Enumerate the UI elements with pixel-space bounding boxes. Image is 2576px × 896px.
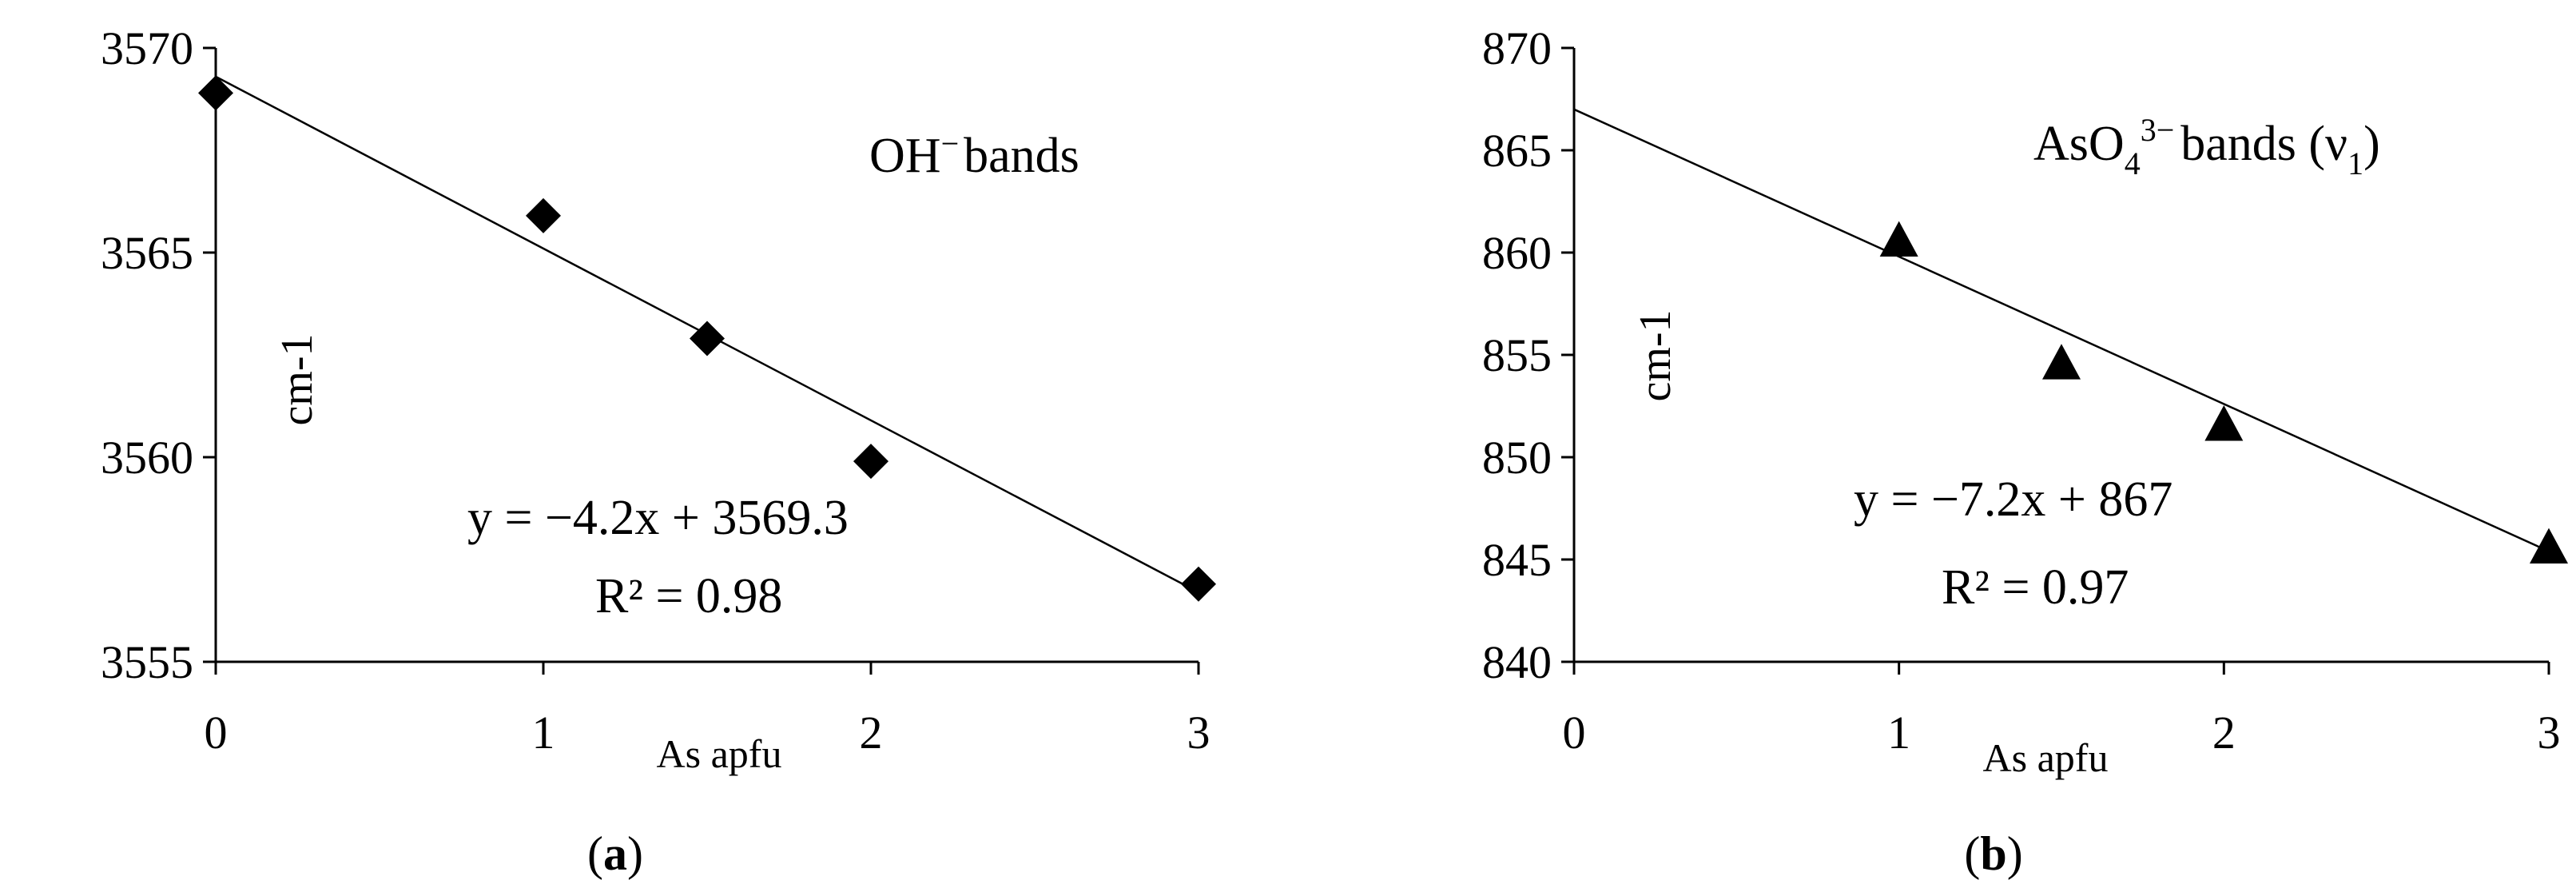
chart-a-y-ticks: 3555 3560 3565 3570 xyxy=(101,22,216,688)
chart-b-points xyxy=(1879,221,2568,564)
chart-a-x-tick-label-0: 0 xyxy=(205,707,228,759)
chart-b-y-tick-label-5: 865 xyxy=(1482,125,1552,177)
chart-a-annotation: OH−bands xyxy=(869,125,1079,183)
chart-a-point-0 xyxy=(198,75,233,111)
chart-b-y-tick-label-0: 840 xyxy=(1482,636,1552,688)
chart-b-x-tick-label-1: 1 xyxy=(1887,707,1910,759)
chart-b-y-ticks: 840 845 850 855 860 865 870 xyxy=(1482,22,1574,688)
chart-a-point-2 xyxy=(690,321,725,356)
chart-a-y-title: cm-1 xyxy=(272,333,322,425)
chart-a-x-tick-label-1: 1 xyxy=(532,707,555,759)
chart-b-trendline xyxy=(1573,108,2550,552)
chart-a-y-tick-label-0: 3555 xyxy=(101,636,193,688)
chart-b-point-3 xyxy=(2530,528,2568,564)
chart-a-caption: (a) xyxy=(587,827,643,880)
chart-a-point-1 xyxy=(526,197,561,233)
chart-a-x-tick-label-2: 2 xyxy=(860,707,883,759)
chart-b-caption: (b) xyxy=(1964,827,2022,880)
chart-a-x-title: As apfu xyxy=(657,731,782,776)
chart-a-x-ticks: 0 1 2 3 xyxy=(205,662,1210,759)
chart-b-y-title: cm-1 xyxy=(1631,309,1680,401)
chart-b-r-squared: R² = 0.97 xyxy=(1942,560,2129,615)
chart-b-point-2 xyxy=(2204,405,2244,441)
chart-b-point-0 xyxy=(1879,221,1918,257)
chart-b-y-tick-label-4: 860 xyxy=(1482,227,1552,279)
chart-a: 3555 3560 3565 3570 0 1 2 3 cm-1 As apfu OH−ba… xyxy=(101,22,1216,880)
chart-a-y-tick-label-3: 3570 xyxy=(101,22,193,74)
chart-b-x-tick-label-3: 3 xyxy=(2538,707,2561,759)
chart-b-y-tick-label-3: 855 xyxy=(1482,329,1552,381)
chart-b-equation: y = −7.2x + 867 xyxy=(1854,472,2173,527)
chart-a-x-tick-label-3: 3 xyxy=(1187,707,1210,759)
chart-a-point-3 xyxy=(853,444,888,480)
chart-b-annotation: AsO43− bands (ν1) xyxy=(2033,112,2380,181)
chart-a-y-tick-label-2: 3565 xyxy=(101,227,193,279)
chart-a-equation: y = −4.2x + 3569.3 xyxy=(467,491,849,545)
chart-b-x-ticks: 0 1 2 3 xyxy=(1563,662,2561,759)
chart-a-point-4 xyxy=(1181,566,1216,602)
chart-b-y-tick-label-6: 870 xyxy=(1482,22,1552,74)
chart-b-point-1 xyxy=(2042,344,2081,380)
chart-b-x-title: As apfu xyxy=(1983,735,2109,780)
chart-b-x-tick-label-0: 0 xyxy=(1563,707,1586,759)
chart-b-x-tick-label-2: 2 xyxy=(2212,707,2236,759)
chart-b-y-tick-label-1: 845 xyxy=(1482,534,1552,586)
chart-a-y-tick-label-1: 3560 xyxy=(101,432,193,484)
chart-b-y-tick-label-2: 850 xyxy=(1482,432,1552,484)
chart-a-points xyxy=(198,75,1216,602)
chart-a-r-squared: R² = 0.98 xyxy=(595,569,782,623)
